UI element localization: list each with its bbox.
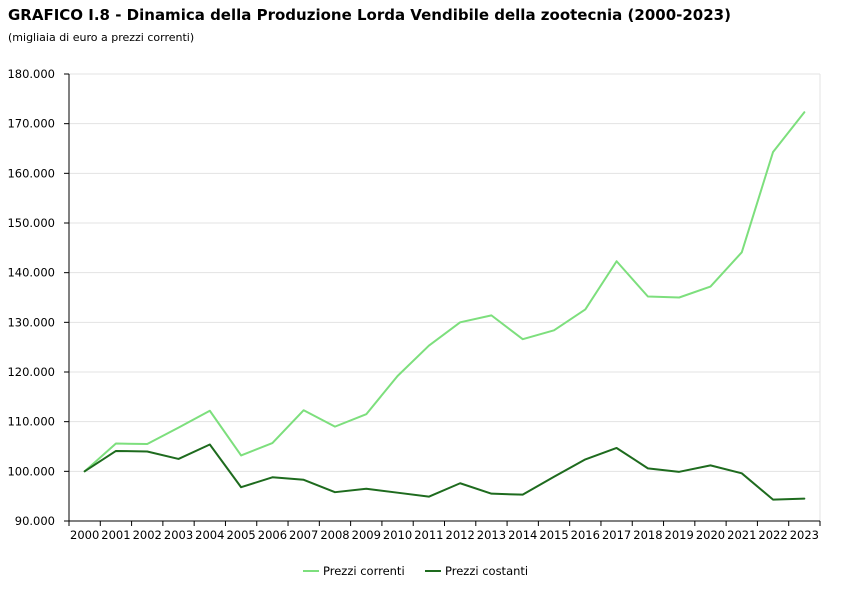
x-tick-label: 2007 [289,528,318,542]
y-tick-label: 130.000 [7,315,55,329]
legend: Prezzi correnti Prezzi costanti [303,564,528,578]
x-tick-label: 2001 [101,528,130,542]
x-tick-label: 2015 [539,528,568,542]
x-tick-label: 2000 [70,528,99,542]
y-tick-label: 170.000 [7,117,55,131]
grid-lines [69,73,821,521]
y-tick-label: 160.000 [7,166,55,180]
x-tick-label: 2017 [602,528,631,542]
x-tick-label: 2008 [320,528,349,542]
y-tick-label: 140.000 [7,266,55,280]
y-tick-label: 110.000 [7,415,55,429]
x-tick-label: 2021 [727,528,756,542]
x-tick-label: 2022 [758,528,787,542]
legend-label: Prezzi costanti [445,564,528,578]
axes [64,73,821,526]
x-tick-label: 2004 [195,528,224,542]
x-tick-label: 2014 [508,528,537,542]
series-line-prezzi-costanti [83,443,806,501]
x-tick-label: 2011 [414,528,443,542]
x-tick-label: 2020 [696,528,725,542]
x-tick-label: 2016 [571,528,600,542]
y-tick-label: 100.000 [7,464,55,478]
y-tick-label: 150.000 [7,216,55,230]
x-tick-label: 2002 [133,528,162,542]
y-tick-label: 90.000 [15,514,55,528]
x-tick-label: 2018 [633,528,662,542]
y-axis-ticks: 90.000 100.000 110.000 120.000 130.000 140.00… [7,67,55,528]
y-tick-label: 180.000 [7,67,55,81]
x-tick-label: 2006 [258,528,287,542]
series-line-prezzi-correnti [83,111,806,473]
x-tick-label: 2019 [665,528,694,542]
y-tick-label: 120.000 [7,365,55,379]
chart-subtitle: (migliaia di euro a prezzi correnti) [8,31,195,44]
x-axis-ticks: 2000 2001 2002 2003 2004 2005 2006 2007 2008 2009… [70,528,819,542]
x-tick-label: 2009 [352,528,381,542]
x-tick-label: 2003 [164,528,193,542]
x-tick-label: 2010 [383,528,412,542]
x-tick-label: 2013 [477,528,506,542]
x-tick-label: 2023 [790,528,819,542]
x-tick-label: 2012 [446,528,475,542]
legend-label: Prezzi correnti [323,564,405,578]
series-lines [83,111,806,501]
chart-title: GRAFICO I.8 - Dinamica della Produzione … [8,6,731,24]
x-tick-label: 2005 [226,528,255,542]
